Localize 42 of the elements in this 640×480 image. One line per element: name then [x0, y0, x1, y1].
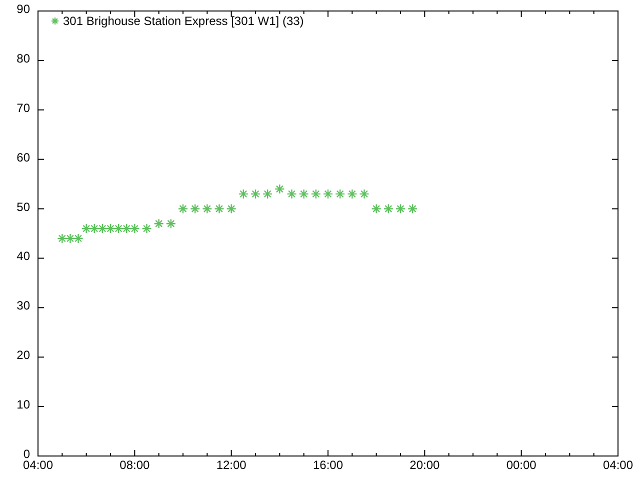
point — [238, 188, 249, 200]
point — [371, 204, 382, 214]
point — [130, 223, 140, 234]
point — [226, 204, 236, 214]
point — [383, 204, 394, 214]
x-tick-label: 20:00 — [410, 458, 440, 472]
point — [214, 204, 224, 214]
y-tick-label: 80 — [16, 51, 30, 66]
point — [286, 188, 297, 200]
point — [395, 204, 406, 214]
point — [298, 188, 309, 200]
point — [347, 188, 358, 200]
point — [142, 223, 152, 234]
x-tick-label: 04:00 — [602, 458, 634, 472]
legend-label: 301 Brighouse Station Express [301 W1] (33) — [63, 14, 304, 28]
y-tick-label: 40 — [16, 249, 30, 264]
point — [262, 188, 273, 200]
point — [250, 188, 261, 200]
y-tick-label: 10 — [16, 398, 30, 412]
y-tick-label: 90 — [16, 2, 30, 16]
point — [154, 218, 164, 229]
point — [407, 204, 418, 214]
point — [274, 184, 285, 194]
y-tick-label: 30 — [16, 298, 30, 313]
y-tick-label: 20 — [16, 348, 30, 362]
point — [202, 204, 212, 214]
point — [190, 204, 200, 214]
y-tick-label: 70 — [16, 100, 30, 115]
point — [310, 188, 322, 200]
x-tick-label: 00:00 — [506, 458, 537, 472]
point — [334, 188, 346, 200]
point — [166, 218, 176, 229]
point — [178, 204, 188, 214]
point — [359, 188, 370, 200]
x-tick-label: 16:00 — [312, 458, 344, 472]
x-tick-label: 12:00 — [216, 458, 247, 472]
y-tick-label: 60 — [16, 150, 30, 164]
x-tick-label: 08:00 — [120, 458, 150, 472]
point — [322, 188, 334, 200]
y-tick-label: 0 — [23, 447, 30, 461]
y-tick-label: 50 — [16, 200, 30, 214]
x-tick-label: 04:00 — [22, 458, 54, 472]
